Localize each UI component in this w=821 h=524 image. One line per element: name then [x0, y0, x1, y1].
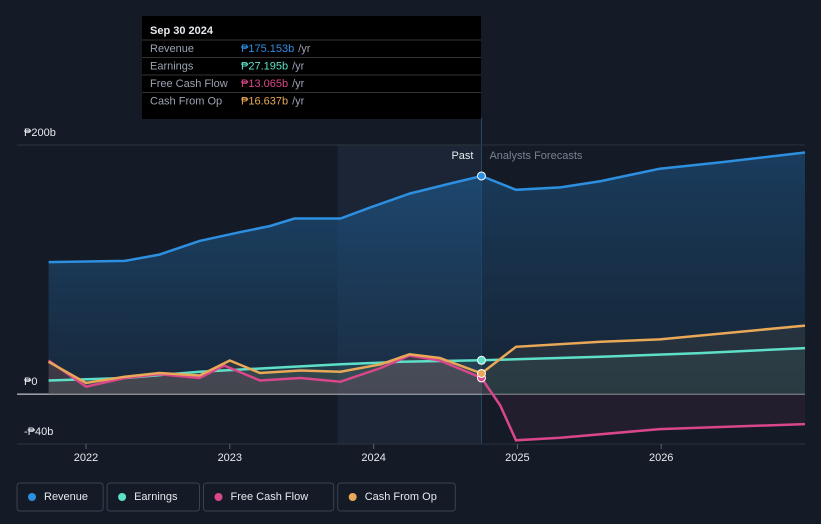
- legend-item[interactable]: [106, 482, 200, 512]
- tooltip-unit: /yr: [292, 78, 305, 90]
- area: [48, 325, 806, 395]
- y-tick-label: ₱0: [24, 376, 37, 388]
- forecast-shade: [481, 145, 805, 444]
- tooltip-value-number: ₱175.153b: [241, 43, 294, 55]
- legend-item[interactable]: [16, 482, 104, 512]
- hover-dot: [476, 171, 486, 181]
- y-tick-label: ₱200b: [24, 127, 56, 139]
- legend-label: Cash From Op: [365, 491, 437, 503]
- legend-label: Free Cash Flow: [231, 491, 309, 503]
- hover-dot: [476, 355, 486, 365]
- y-tick-label: -₱40b: [24, 426, 53, 438]
- x-tick-label: 2023: [218, 452, 242, 464]
- x-tick-label: 2025: [505, 452, 529, 464]
- tooltip-value-number: ₱16.637b: [241, 95, 288, 107]
- legend-item[interactable]: [203, 482, 335, 512]
- forecast-label: Analysts Forecasts: [489, 150, 582, 162]
- area: [48, 152, 806, 395]
- tooltip-value: ₱27.195b/yr: [241, 60, 305, 72]
- tooltip-box: [142, 16, 481, 119]
- hover-dot: [476, 368, 486, 378]
- tooltip-unit: /yr: [298, 43, 311, 55]
- legend-label: Revenue: [44, 491, 88, 503]
- tooltip-label: Earnings: [150, 60, 194, 72]
- legend-swatch: [118, 493, 127, 501]
- tooltip-value: ₱16.637b/yr: [241, 95, 305, 107]
- x-tick-label: 2026: [649, 452, 673, 464]
- legend-swatch: [214, 493, 223, 501]
- tooltip-value: ₱13.065b/yr: [241, 78, 305, 90]
- tooltip-label: Revenue: [150, 43, 194, 55]
- legend-swatch: [28, 493, 36, 501]
- legend-label: Earnings: [134, 491, 178, 503]
- tooltip-value: ₱175.153b/yr: [241, 43, 311, 55]
- legend-swatch: [348, 493, 357, 501]
- x-tick-label: 2022: [74, 452, 98, 464]
- legend-item[interactable]: [337, 482, 456, 512]
- x-tick-label: 2024: [361, 452, 385, 464]
- line: [47, 324, 806, 385]
- tooltip-unit: /yr: [292, 60, 305, 72]
- tooltip-unit: /yr: [292, 95, 305, 107]
- past-label: Past: [451, 150, 473, 162]
- tooltip-label: Free Cash Flow: [150, 78, 228, 90]
- area: [48, 355, 806, 441]
- tooltip-value-number: ₱13.065b: [241, 78, 288, 90]
- area: [48, 348, 806, 395]
- line: [48, 151, 806, 264]
- tooltip-label: Cash From Op: [150, 95, 222, 107]
- tooltip-value-number: ₱27.195b: [241, 60, 288, 72]
- tooltip-date: Sep 30 2024: [150, 25, 214, 37]
